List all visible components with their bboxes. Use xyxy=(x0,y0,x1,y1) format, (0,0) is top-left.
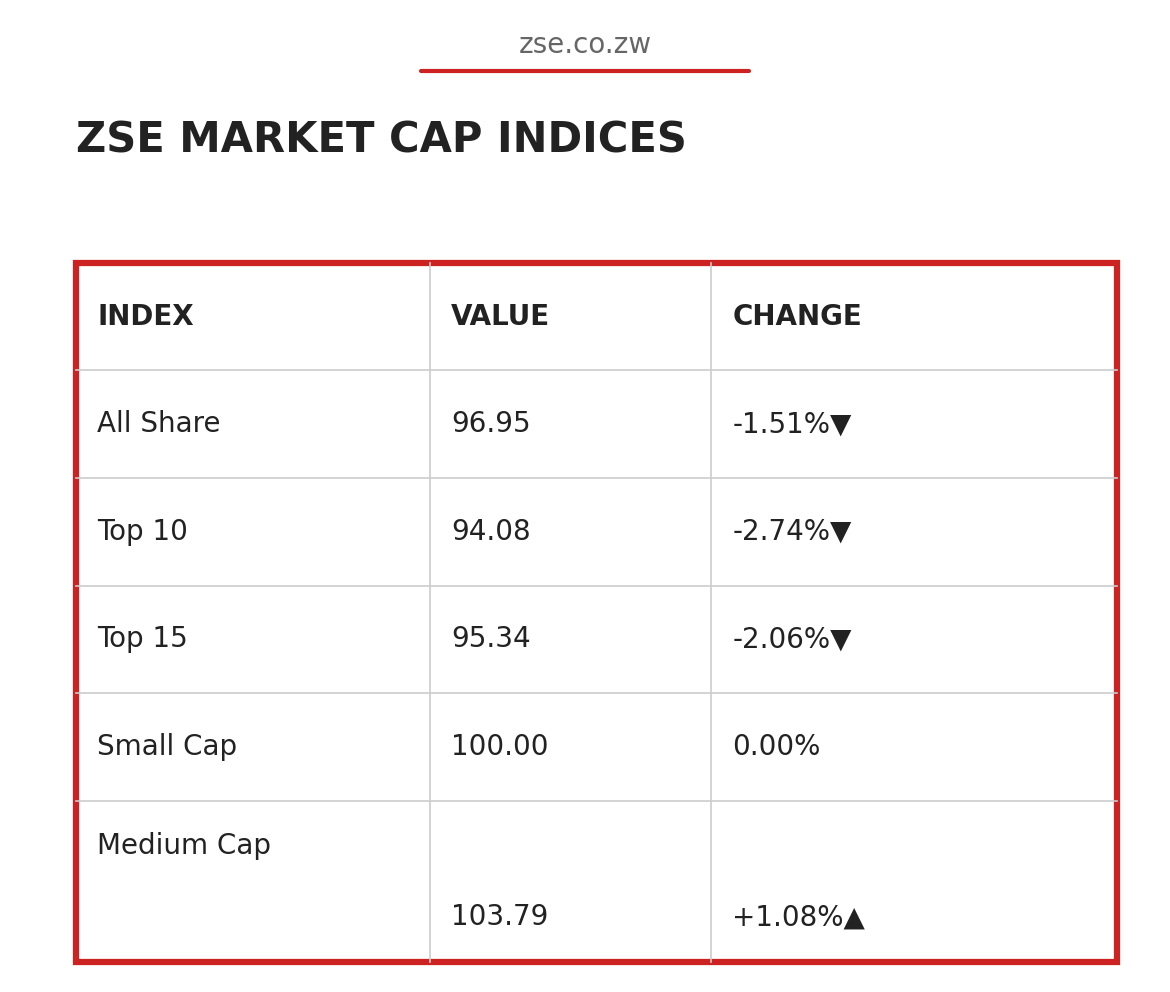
Text: VALUE: VALUE xyxy=(452,303,550,330)
Text: Medium Cap: Medium Cap xyxy=(97,832,271,860)
Text: -2.74%▼: -2.74%▼ xyxy=(732,518,852,546)
Text: 95.34: 95.34 xyxy=(452,626,531,654)
Text: 0.00%: 0.00% xyxy=(732,733,820,761)
Text: zse.co.zw: zse.co.zw xyxy=(518,31,652,59)
Text: Top 15: Top 15 xyxy=(97,626,188,654)
Text: 96.95: 96.95 xyxy=(452,411,531,438)
Text: Small Cap: Small Cap xyxy=(97,733,238,761)
Text: +1.08%▲: +1.08%▲ xyxy=(732,903,865,931)
Text: -1.51%▼: -1.51%▼ xyxy=(732,411,852,438)
Text: 94.08: 94.08 xyxy=(452,518,531,546)
Text: ZSE MARKET CAP INDICES: ZSE MARKET CAP INDICES xyxy=(76,120,687,162)
Text: Top 10: Top 10 xyxy=(97,518,188,546)
Text: 103.79: 103.79 xyxy=(452,903,549,931)
Text: -2.06%▼: -2.06%▼ xyxy=(732,626,852,654)
Text: All Share: All Share xyxy=(97,411,221,438)
Text: CHANGE: CHANGE xyxy=(732,303,862,330)
Text: 100.00: 100.00 xyxy=(452,733,549,761)
Text: INDEX: INDEX xyxy=(97,303,194,330)
